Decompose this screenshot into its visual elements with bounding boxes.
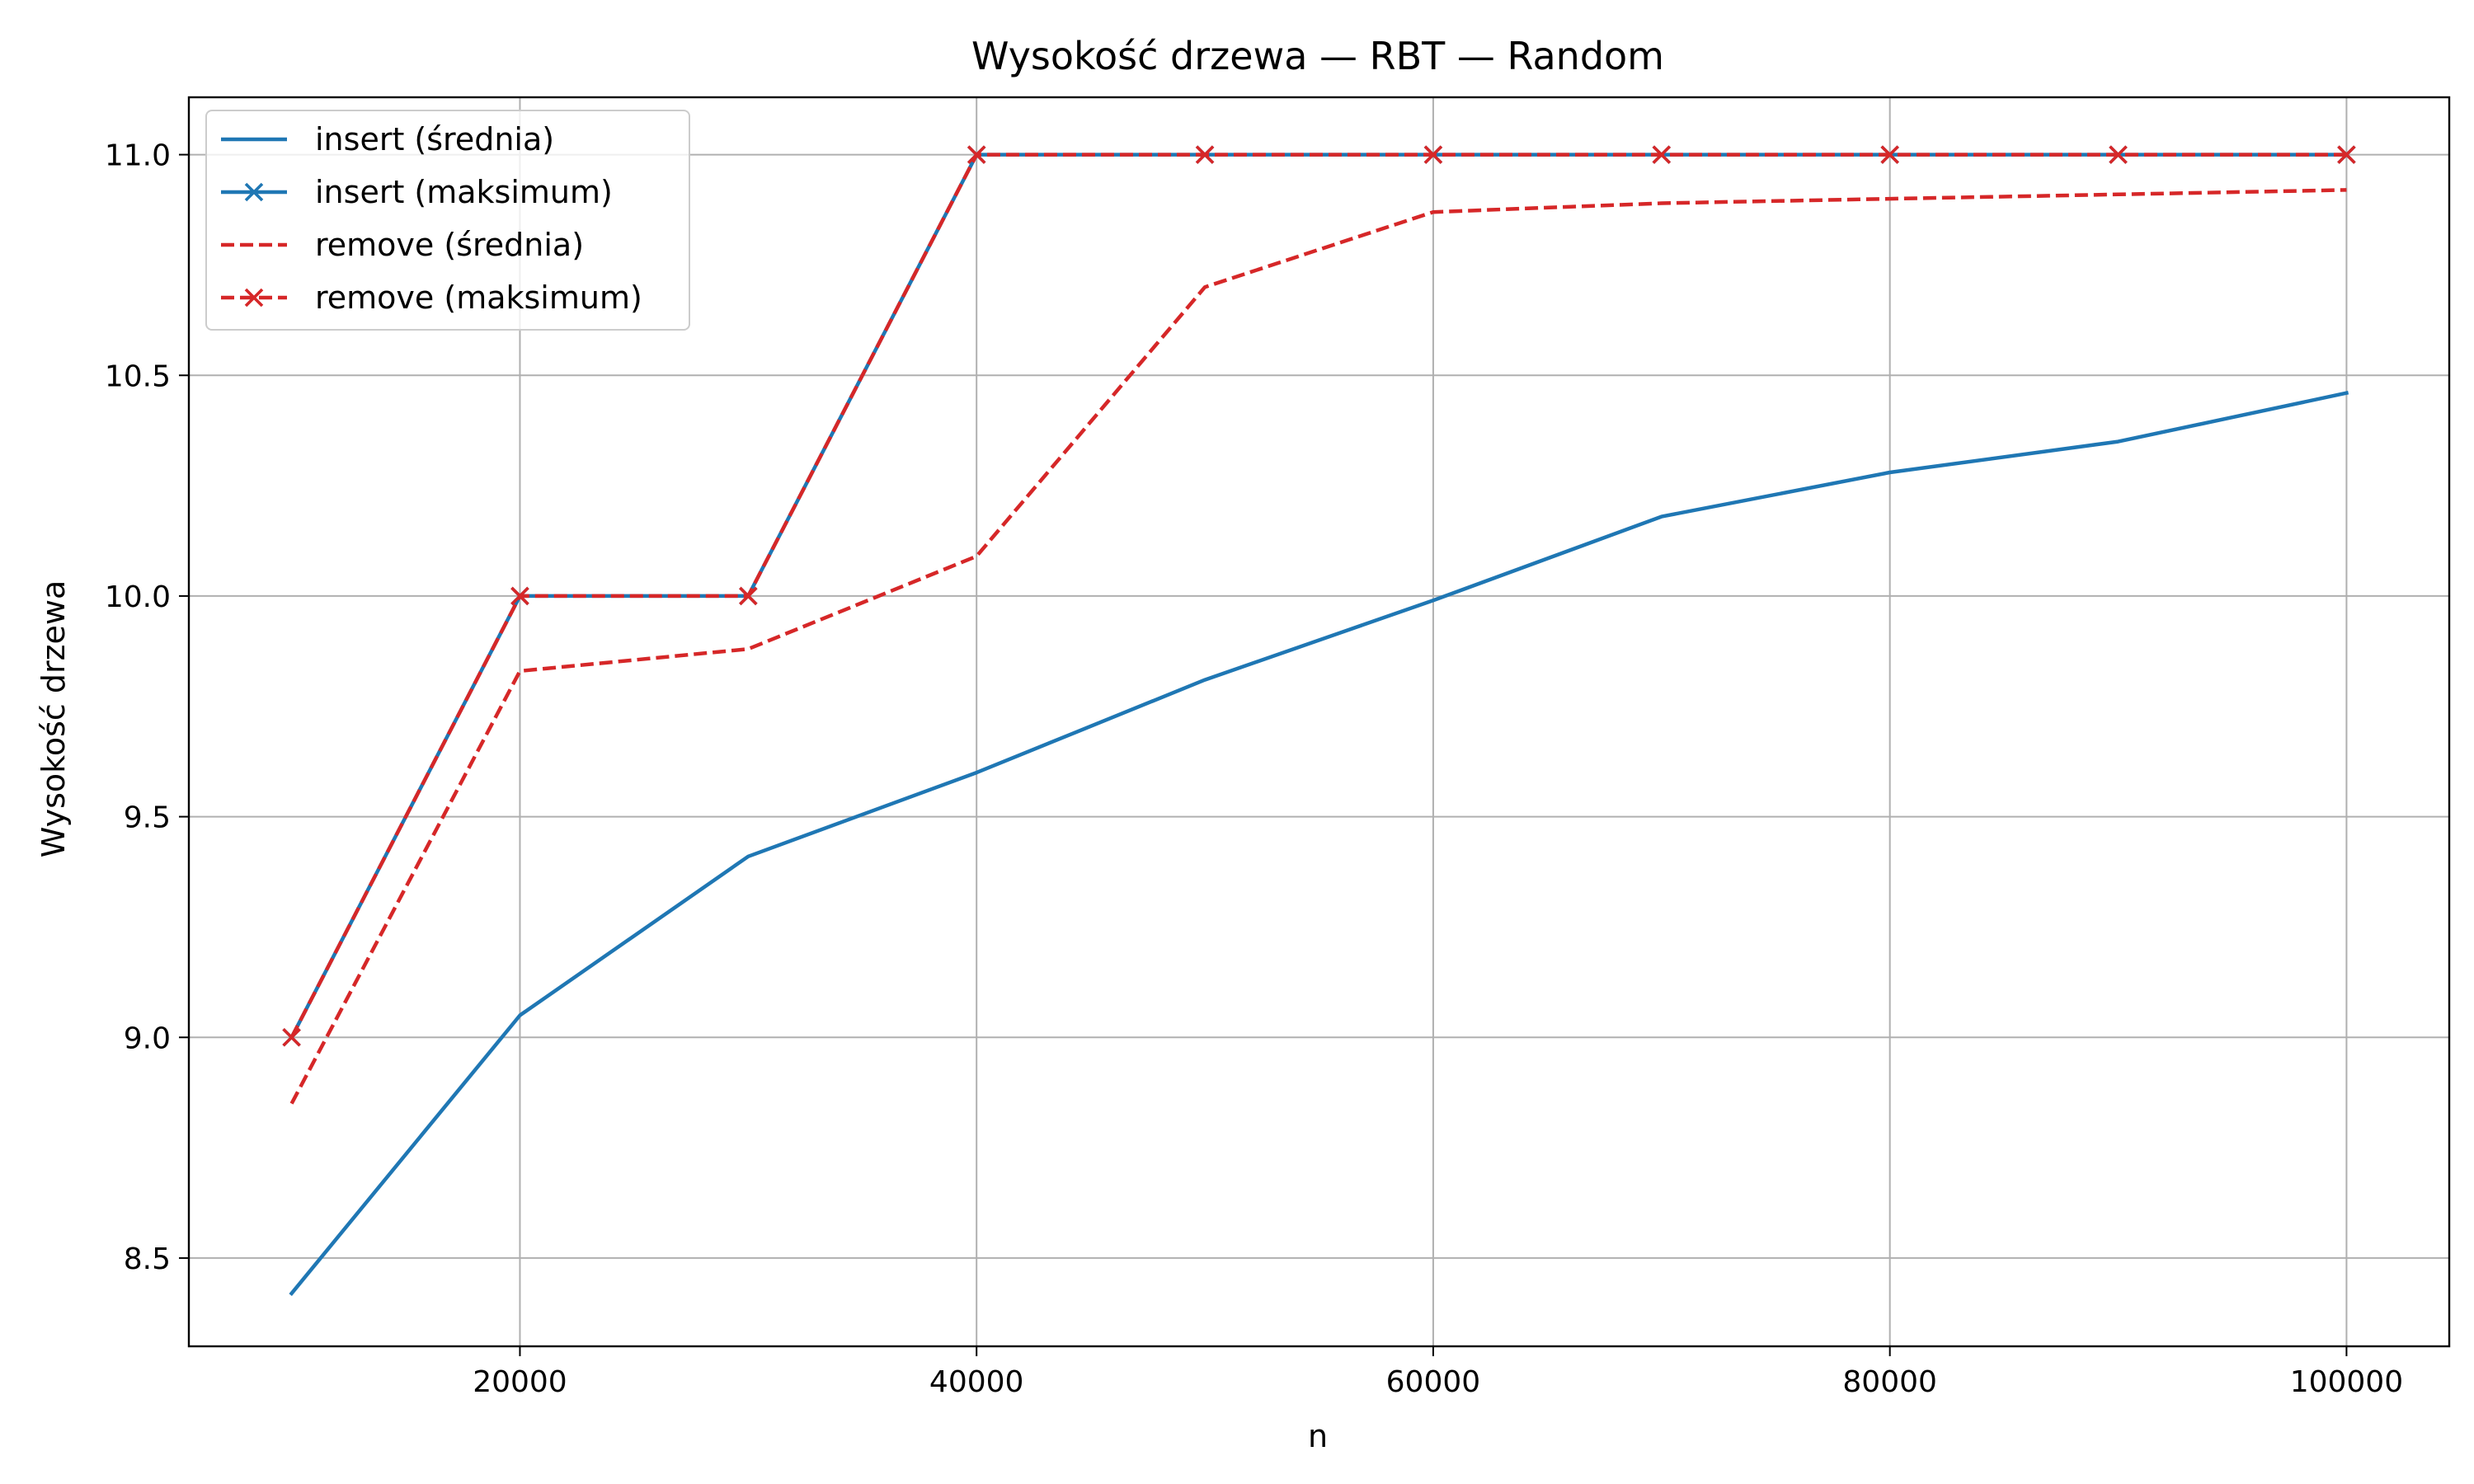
x-tick-label: 40000 [929, 1365, 1024, 1399]
series-2 [289, 188, 2347, 1105]
series-3 [282, 145, 2356, 1047]
y-axis-label: Wysokość drzewa [35, 580, 72, 858]
legend-label: remove (średnia) [315, 227, 584, 263]
x-tick-label: 80000 [1842, 1365, 1937, 1399]
y-tick-label: 8.5 [124, 1242, 171, 1276]
series-line [289, 188, 2347, 1105]
legend-entry: remove (maksimum) [221, 279, 642, 316]
y-tick-label: 10.0 [105, 580, 171, 614]
y-tick-label: 11.0 [105, 139, 171, 173]
data-point-marker [510, 586, 529, 606]
x-axis-label: n [1308, 1418, 1328, 1454]
series-line [289, 153, 2347, 1039]
y-tick-label: 10.5 [105, 359, 171, 393]
legend-label: insert (maksimum) [315, 174, 613, 210]
data-point-marker [1652, 145, 1672, 164]
data-point-marker [282, 1027, 301, 1047]
legend-box [205, 110, 690, 331]
data-point-marker [2337, 145, 2356, 164]
legend-entry: remove (średnia) [221, 227, 584, 263]
x-tick-label: 60000 [1386, 1365, 1481, 1399]
legend-label: remove (maksimum) [315, 279, 642, 316]
data-point-marker [1880, 145, 1899, 164]
series-0 [289, 391, 2349, 1296]
legend-marker [244, 182, 264, 202]
data-point-marker [739, 586, 758, 606]
legend-marker [244, 288, 264, 308]
data-point-marker [1423, 145, 1443, 164]
series-layer [282, 145, 2356, 1296]
y-tick-label: 9.5 [124, 801, 171, 835]
plot-frame [187, 96, 2451, 1348]
series-line [289, 391, 2349, 1296]
x-tick-label: 20000 [473, 1365, 567, 1399]
ticks: 20000 40000 60000 80000 100000 8.5 9.0 9.5 10.0 1… [105, 139, 2403, 1399]
legend: insert (średnia) insert (maksimum) remove … [205, 110, 690, 331]
legend-label: insert (średnia) [315, 121, 554, 157]
legend-entry: insert (maksimum) [221, 174, 613, 210]
y-tick-label: 9.0 [124, 1021, 171, 1055]
legend-entry: insert (średnia) [221, 121, 554, 157]
data-point-marker [1195, 145, 1215, 164]
data-point-marker [2109, 145, 2128, 164]
chart-title: Wysokość drzewa — RBT — Random [971, 34, 1664, 78]
data-point-marker [967, 145, 986, 164]
x-tick-label: 100000 [2290, 1365, 2403, 1399]
